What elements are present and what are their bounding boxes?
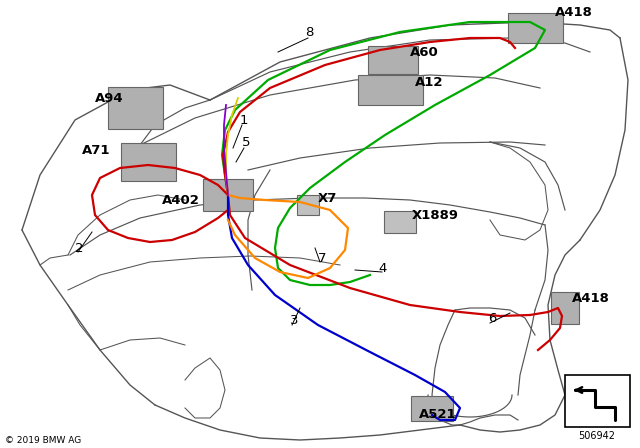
Text: 506942: 506942 xyxy=(579,431,616,441)
Text: A418: A418 xyxy=(572,292,610,305)
Text: 8: 8 xyxy=(305,26,314,39)
Text: A418: A418 xyxy=(555,5,593,18)
Bar xyxy=(551,292,579,324)
Bar xyxy=(297,195,319,215)
Text: X1889: X1889 xyxy=(412,208,459,221)
Bar xyxy=(508,13,563,43)
Text: A521: A521 xyxy=(419,409,457,422)
Bar xyxy=(565,375,630,427)
Text: A402: A402 xyxy=(162,194,200,207)
Bar xyxy=(120,143,175,181)
Text: 7: 7 xyxy=(318,251,326,264)
Bar xyxy=(384,211,416,233)
Text: 1: 1 xyxy=(240,113,248,126)
Text: X7: X7 xyxy=(318,191,337,204)
Text: 3: 3 xyxy=(290,314,298,327)
Text: 2: 2 xyxy=(75,241,83,254)
Bar xyxy=(411,396,453,421)
Text: 4: 4 xyxy=(378,262,387,275)
Bar xyxy=(358,75,422,105)
Text: © 2019 BMW AG: © 2019 BMW AG xyxy=(5,436,81,445)
Text: A60: A60 xyxy=(410,46,439,59)
Bar xyxy=(203,179,253,211)
Text: 5: 5 xyxy=(242,135,250,148)
Bar xyxy=(108,87,163,129)
Text: A12: A12 xyxy=(415,76,444,89)
Text: 6: 6 xyxy=(488,311,497,324)
Bar xyxy=(368,46,418,74)
Text: A71: A71 xyxy=(82,143,111,156)
Text: A94: A94 xyxy=(95,91,124,104)
